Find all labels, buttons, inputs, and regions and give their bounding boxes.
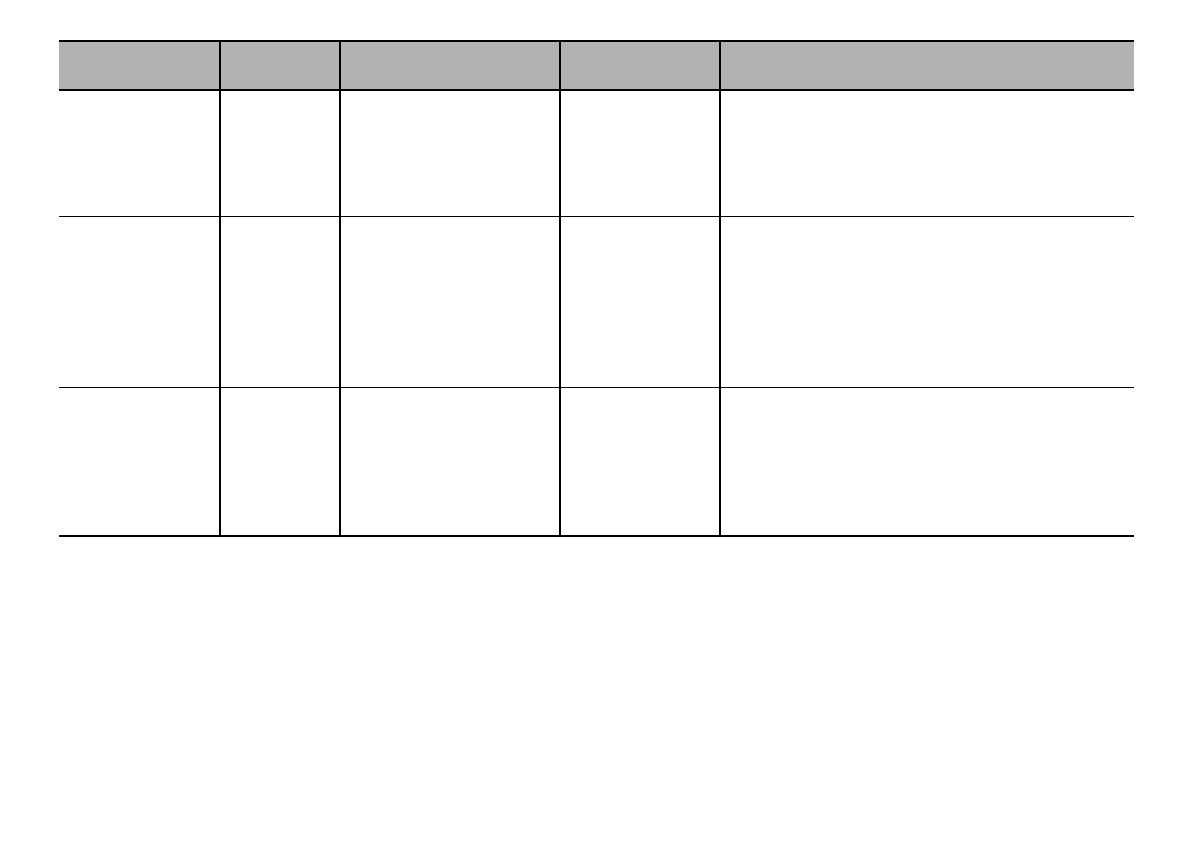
table-cell[interactable] [719, 387, 1134, 537]
table-cell[interactable] [59, 387, 220, 537]
table-row [59, 387, 1134, 537]
header-cell[interactable] [219, 40, 340, 91]
header-cell[interactable] [719, 40, 1134, 91]
table-row [59, 90, 1134, 217]
table-cell[interactable] [219, 90, 340, 217]
table-cell[interactable] [559, 90, 720, 217]
table-cell[interactable] [559, 216, 720, 388]
table-cell[interactable] [339, 387, 560, 537]
table-header-row [59, 40, 1134, 91]
header-cell[interactable] [559, 40, 720, 91]
table-cell[interactable] [719, 216, 1134, 388]
header-cell[interactable] [59, 40, 220, 91]
table-cell[interactable] [59, 216, 220, 388]
data-table [59, 40, 1134, 537]
table-cell[interactable] [59, 90, 220, 217]
table-cell[interactable] [339, 216, 560, 388]
header-cell[interactable] [339, 40, 560, 91]
table-cell[interactable] [219, 387, 340, 537]
table-cell[interactable] [339, 90, 560, 217]
table-cell[interactable] [559, 387, 720, 537]
table-cell[interactable] [719, 90, 1134, 217]
table-cell[interactable] [219, 216, 340, 388]
table-row [59, 216, 1134, 388]
